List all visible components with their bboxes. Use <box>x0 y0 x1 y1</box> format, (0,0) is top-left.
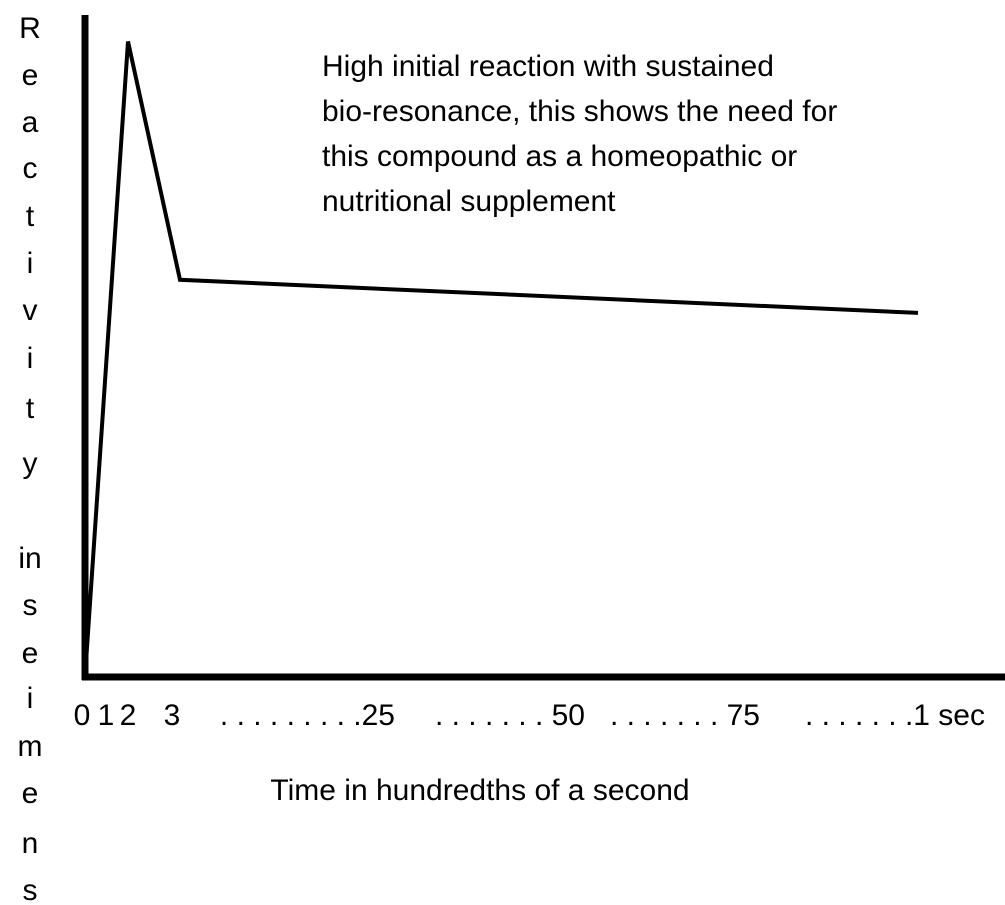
y-axis-label: s <box>23 874 38 905</box>
y-axis-label: m <box>18 730 43 763</box>
y-axis-label: e <box>22 637 39 670</box>
y-axis-label: i <box>27 342 34 375</box>
annotation: this compound as a homeopathic or <box>322 140 797 173</box>
y-axis-label: e <box>22 59 39 92</box>
x-tick-label: . . . . . . . 75 <box>610 699 760 732</box>
y-axis-label: t <box>26 392 35 425</box>
x-tick-label: . . . . . . . 50 <box>435 699 585 732</box>
y-axis-label: c <box>23 152 38 185</box>
x-axis-label: Time in hundredths of a second <box>270 774 689 807</box>
x-tick-label: 1 <box>98 699 115 732</box>
y-axis-label: i <box>27 247 34 280</box>
y-axis-label: v <box>23 294 38 327</box>
annotation: bio-resonance, this shows the need for <box>322 95 837 128</box>
y-axis-label: s <box>23 589 38 622</box>
y-axis-label: e <box>22 777 39 810</box>
y-axis-label: t <box>26 200 35 233</box>
y-axis-label: R <box>19 12 41 45</box>
x-tick-label: 3 <box>164 699 181 732</box>
y-axis-label: a <box>22 106 39 139</box>
x-tick-label: 2 <box>120 699 137 732</box>
y-axis-label: y <box>23 447 38 480</box>
x-tick-label: . . . . . . . . .25 <box>220 699 395 732</box>
annotation: nutritional supplement <box>322 185 616 218</box>
y-axis-label: in <box>18 542 41 575</box>
annotation: High initial reaction with sustained <box>322 50 774 83</box>
y-axis-label: n <box>22 827 39 860</box>
x-tick-label: 0 <box>74 699 91 732</box>
x-tick-label: . . . . . . .1 sec <box>805 699 985 732</box>
data-line <box>83 41 919 678</box>
y-axis-label: i <box>27 682 34 715</box>
